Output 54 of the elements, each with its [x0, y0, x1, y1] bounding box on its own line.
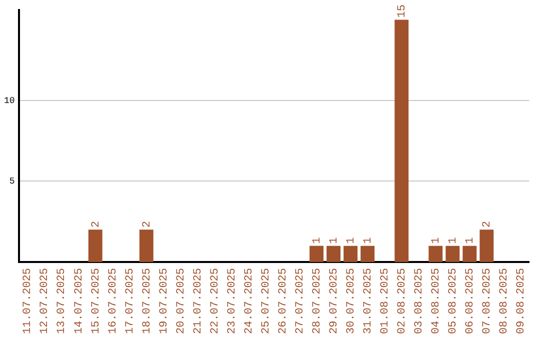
y-tick-label: 10 [4, 96, 15, 106]
data-label: 1 [362, 236, 374, 244]
x-tick-label: 25.07.2025 [260, 268, 272, 334]
bar [360, 246, 375, 262]
x-tick-label: 04.08.2025 [430, 268, 443, 334]
data-label: 1 [464, 236, 477, 244]
x-tick-label: 09.08.2025 [516, 268, 528, 334]
x-tick-label: 31.07.2025 [362, 268, 374, 334]
data-label: 1 [311, 236, 324, 244]
x-tick-label: 30.07.2025 [345, 268, 358, 334]
x-tick-label: 12.07.2025 [39, 268, 52, 334]
x-tick-label: 28.07.2025 [311, 268, 324, 334]
bar [139, 230, 154, 262]
bar [446, 246, 460, 262]
bar [310, 246, 324, 262]
x-tick-label: 22.07.2025 [209, 268, 222, 334]
x-tick-label: 21.07.2025 [192, 268, 204, 334]
bar [326, 246, 341, 262]
data-label: 1 [328, 236, 340, 244]
x-tick-label: 02.08.2025 [396, 268, 408, 334]
bar [428, 246, 443, 262]
data-label: 2 [482, 221, 494, 228]
y-tick-label: 5 [9, 176, 15, 187]
x-tick-label: 06.08.2025 [464, 268, 477, 334]
bar [462, 246, 477, 262]
x-tick-label: 01.08.2025 [379, 268, 392, 334]
x-tick-label: 27.07.2025 [294, 268, 306, 334]
data-label: 1 [430, 236, 443, 244]
bar [480, 230, 494, 262]
x-tick-label: 07.08.2025 [482, 268, 494, 334]
data-label: 15 [396, 4, 408, 18]
data-label: 2 [141, 221, 154, 228]
bar [344, 246, 358, 262]
data-label: 1 [448, 236, 460, 244]
x-tick-label: 17.07.2025 [124, 268, 136, 334]
x-tick-label: 05.08.2025 [448, 268, 460, 334]
bar [394, 20, 409, 262]
x-tick-label: 11.07.2025 [22, 268, 34, 334]
x-tick-label: 24.07.2025 [243, 268, 256, 334]
x-tick-label: 29.07.2025 [328, 268, 340, 334]
x-tick-label: 19.07.2025 [158, 268, 170, 334]
x-tick-label: 23.07.2025 [226, 268, 238, 334]
x-tick-label: 03.08.2025 [414, 268, 426, 334]
data-label: 2 [90, 221, 102, 228]
bar [88, 230, 102, 262]
x-tick-label: 13.07.2025 [56, 268, 68, 334]
x-tick-label: 15.07.2025 [90, 268, 102, 334]
x-tick-label: 14.07.2025 [73, 268, 86, 334]
x-tick-label: 08.08.2025 [498, 268, 511, 334]
x-tick-label: 18.07.2025 [141, 268, 154, 334]
x-tick-label: 26.07.2025 [277, 268, 290, 334]
x-tick-label: 16.07.2025 [107, 268, 120, 334]
x-tick-label: 20.07.2025 [175, 268, 188, 334]
data-label: 1 [345, 236, 358, 244]
